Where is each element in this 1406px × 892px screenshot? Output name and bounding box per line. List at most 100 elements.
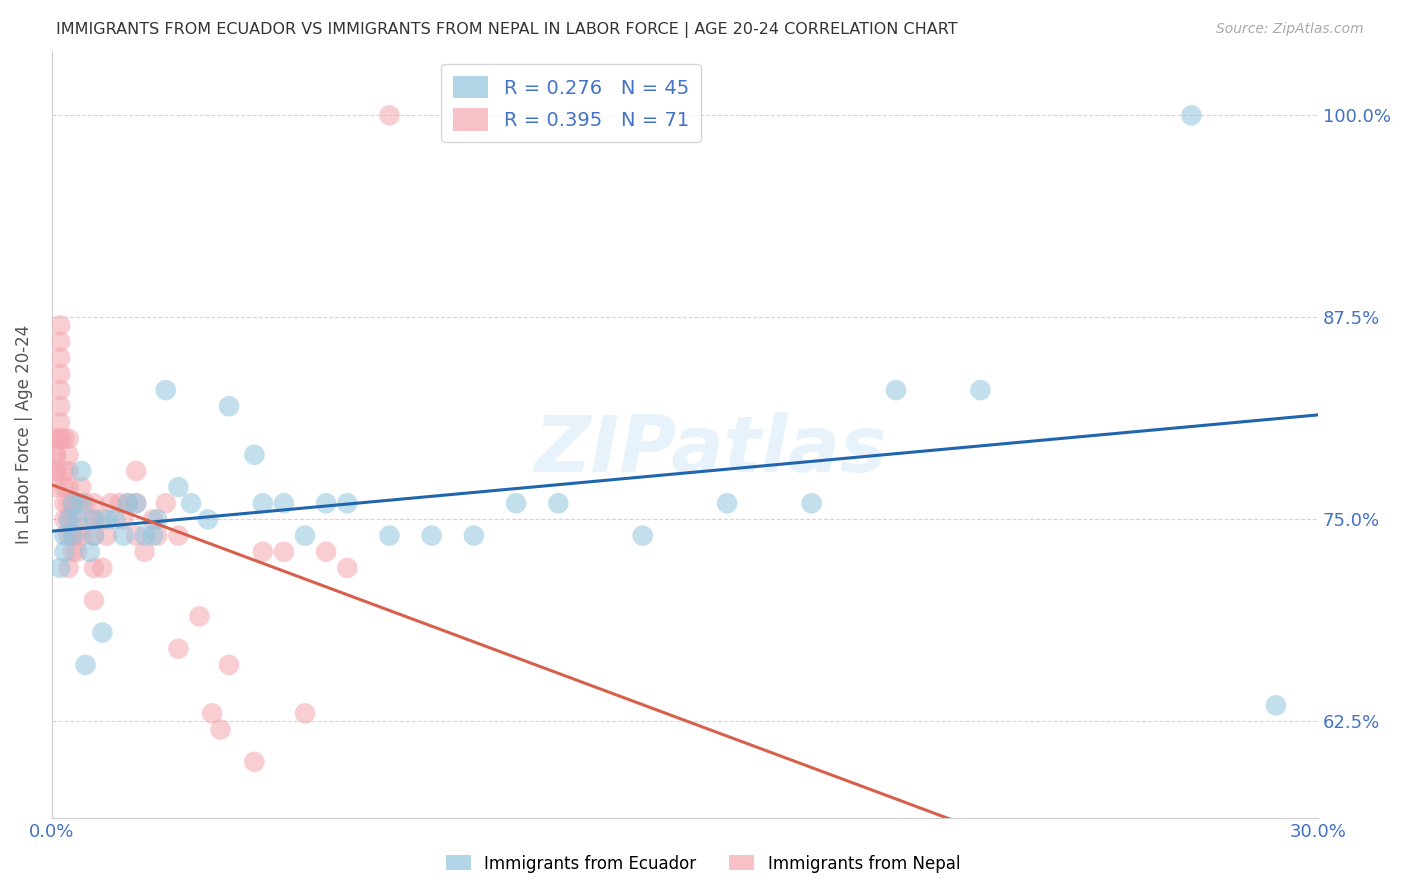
Y-axis label: In Labor Force | Age 20-24: In Labor Force | Age 20-24 [15,325,32,544]
Point [83,496,105,510]
Point [117,496,139,510]
Point [58,528,80,542]
Point [294,706,316,721]
Point [49,432,72,446]
Point [273,545,295,559]
Text: Source: ZipAtlas.com: Source: ZipAtlas.com [1216,22,1364,37]
Point [49,318,72,333]
Point [716,496,738,510]
Point [45,448,67,462]
Point [252,545,274,559]
Point [969,383,991,397]
Point [91,625,114,640]
Point [201,706,224,721]
Point [884,383,907,397]
Point [167,480,190,494]
Point [53,432,76,446]
Point [315,545,337,559]
Point [79,512,101,526]
Point [243,755,266,769]
Point [378,528,401,542]
Point [83,593,105,607]
Point [155,496,177,510]
Text: IMMIGRANTS FROM ECUADOR VS IMMIGRANTS FROM NEPAL IN LABOR FORCE | AGE 20-24 CORR: IMMIGRANTS FROM ECUADOR VS IMMIGRANTS FR… [56,22,957,38]
Point [83,561,105,575]
Point [96,528,118,542]
Point [125,496,148,510]
Point [66,528,89,542]
Point [58,448,80,462]
Point [49,367,72,381]
Point [45,464,67,478]
Point [134,528,156,542]
Point [252,496,274,510]
Point [45,448,67,462]
Point [167,528,190,542]
Point [1180,108,1202,122]
Point [104,512,127,526]
Point [66,545,89,559]
Point [53,512,76,526]
Point [336,561,359,575]
Point [315,496,337,510]
Point [49,383,72,397]
Point [79,545,101,559]
Point [420,528,443,542]
Point [125,496,148,510]
Point [62,528,84,542]
Point [91,561,114,575]
Point [83,512,105,526]
Point [62,496,84,510]
Point [96,512,118,526]
Point [58,512,80,526]
Point [125,528,148,542]
Point [800,496,823,510]
Point [75,657,97,672]
Point [53,464,76,478]
Point [180,496,202,510]
Point [146,512,169,526]
Point [336,496,359,510]
Point [167,641,190,656]
Point [218,657,240,672]
Point [70,496,93,510]
Point [155,383,177,397]
Point [58,561,80,575]
Point [146,528,169,542]
Point [58,464,80,478]
Point [66,496,89,510]
Point [70,464,93,478]
Point [108,496,131,510]
Point [142,528,165,542]
Point [62,545,84,559]
Point [49,561,72,575]
Point [49,416,72,430]
Point [100,496,122,510]
Point [49,432,72,446]
Point [134,545,156,559]
Point [112,512,135,526]
Point [58,512,80,526]
Point [53,528,76,542]
Point [49,351,72,365]
Point [53,480,76,494]
Point [505,496,527,510]
Point [49,399,72,413]
Point [243,448,266,462]
Legend: Immigrants from Ecuador, Immigrants from Nepal: Immigrants from Ecuador, Immigrants from… [439,848,967,880]
Point [125,464,148,478]
Point [294,528,316,542]
Point [62,512,84,526]
Point [463,528,485,542]
Point [112,528,135,542]
Point [58,496,80,510]
Text: ZIPatlas: ZIPatlas [534,412,886,488]
Point [62,496,84,510]
Point [75,496,97,510]
Point [49,334,72,349]
Point [117,496,139,510]
Point [45,432,67,446]
Point [188,609,211,624]
Point [218,399,240,413]
Point [45,464,67,478]
